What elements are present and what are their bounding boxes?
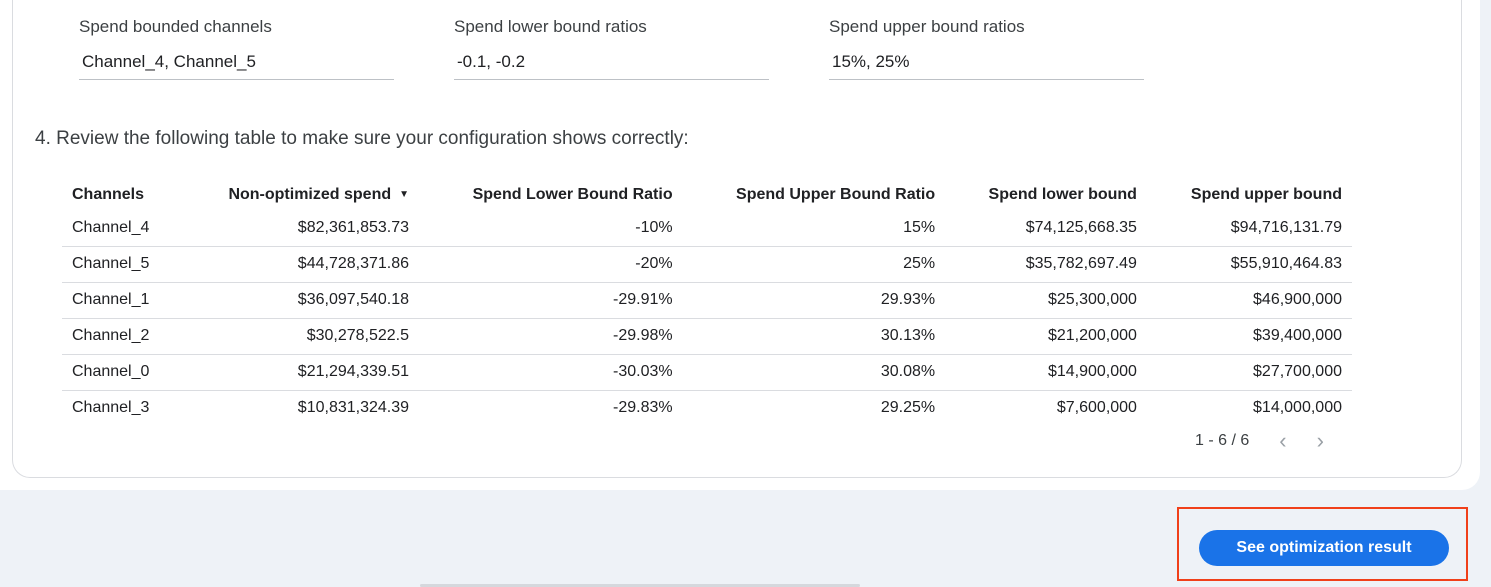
table-row: Channel_5 $44,728,371.86 -20% 25% $35,782,69… bbox=[62, 246, 1352, 283]
field-label: Spend bounded channels bbox=[79, 17, 272, 36]
header-label: Spend upper bound bbox=[1190, 186, 1342, 203]
header-label: Spend lower bound bbox=[988, 186, 1137, 203]
table-row: Channel_3 $10,831,324.39 -29.83% 29.25% $7,6… bbox=[62, 390, 1352, 426]
field-underline bbox=[454, 79, 769, 80]
table-cell: 29.25% bbox=[880, 399, 936, 417]
header-upper-ratio[interactable]: Spend Upper Bound Ratio bbox=[683, 180, 946, 210]
pagination-label: 1 - 6 / 6 bbox=[1195, 432, 1250, 449]
table-cell: 30.08% bbox=[682, 354, 946, 391]
field-label: Spend lower bound ratios bbox=[454, 17, 647, 36]
table-cell: -20% bbox=[419, 246, 683, 283]
table-cell: $44,728,371.86 bbox=[178, 246, 420, 283]
highlight-box bbox=[1177, 507, 1468, 581]
table-cell: Channel_4 bbox=[62, 210, 179, 247]
table-cell: $27,700,000 bbox=[1146, 354, 1352, 391]
table-cell: $36,097,540.18 bbox=[178, 282, 420, 319]
header-label: Channels bbox=[72, 186, 145, 203]
table-cell: -30.03% bbox=[419, 354, 683, 391]
table-cell: $46,900,000 bbox=[1146, 282, 1352, 319]
header-label: Non-optimized spend bbox=[228, 186, 392, 203]
table-cell: $25,300,000 bbox=[945, 282, 1147, 319]
table-cell: Channel_1 bbox=[62, 282, 179, 319]
field-value[interactable]: -0.1, -0.2 bbox=[457, 52, 526, 71]
table-cell: $35,782,697.49 bbox=[945, 246, 1147, 283]
step-instruction: 4. Review the following table to make su… bbox=[35, 128, 689, 149]
header-label: Spend Lower Bound Ratio bbox=[472, 186, 673, 203]
table-cell: $82,361,853.73 bbox=[178, 210, 420, 247]
see-optimization-result-button[interactable]: See optimization result bbox=[1199, 530, 1449, 566]
bottom-shadow bbox=[420, 584, 860, 587]
table-cell: $21,200,000 bbox=[945, 318, 1147, 355]
table-cell: -29.91% bbox=[419, 282, 683, 319]
pagination: 1 - 6 / 6 ‹ › bbox=[1195, 428, 1324, 454]
field-value[interactable]: 15%, 25% bbox=[832, 52, 910, 71]
table-cell: 25% bbox=[682, 246, 946, 283]
table-cell: Channel_3 bbox=[72, 399, 150, 417]
header-label: Spend Upper Bound Ratio bbox=[736, 186, 936, 203]
table-cell: -10% bbox=[419, 210, 683, 247]
table-cell: $7,600,000 bbox=[1056, 399, 1137, 417]
header-lower-bound[interactable]: Spend lower bound bbox=[945, 180, 1147, 210]
sort-descending-icon[interactable]: ▼ bbox=[399, 189, 410, 200]
table-cell: $55,910,464.83 bbox=[1146, 246, 1352, 283]
header-channels[interactable]: Channels bbox=[62, 180, 179, 210]
table-cell: 30.13% bbox=[682, 318, 946, 355]
table-cell: $10,831,324.39 bbox=[297, 399, 410, 417]
table-cell: $94,716,131.79 bbox=[1146, 210, 1352, 247]
table-cell: -29.98% bbox=[419, 318, 683, 355]
table-cell: Channel_2 bbox=[62, 318, 179, 355]
table-cell: 29.93% bbox=[682, 282, 946, 319]
chevron-left-icon[interactable]: ‹ bbox=[1279, 428, 1287, 453]
field-underline bbox=[79, 79, 394, 80]
table-row: Channel_0 $21,294,339.51 -30.03% 30.08% $14,… bbox=[62, 354, 1352, 391]
table-cell: -29.83% bbox=[613, 399, 673, 417]
table-cell: $14,900,000 bbox=[945, 354, 1147, 391]
table-row: Channel_4 $82,361,853.73 -10% 15% $74,125,66… bbox=[62, 210, 1352, 247]
table-row: Channel_2 $30,278,522.5 -29.98% 30.13% $21,2… bbox=[62, 318, 1352, 355]
header-lower-ratio[interactable]: Spend Lower Bound Ratio bbox=[419, 180, 683, 210]
table-cell: $30,278,522.5 bbox=[178, 318, 420, 355]
table-cell: Channel_5 bbox=[62, 246, 179, 283]
table-cell: $39,400,000 bbox=[1146, 318, 1352, 355]
table-cell: $21,294,339.51 bbox=[178, 354, 420, 391]
field-label: Spend upper bound ratios bbox=[829, 17, 1025, 36]
table-cell: Channel_0 bbox=[62, 354, 179, 391]
table-row: Channel_1 $36,097,540.18 -29.91% 29.93% $25,… bbox=[62, 282, 1352, 319]
header-non-optimized-spend[interactable]: Non-optimized spend ▼ bbox=[179, 180, 419, 210]
header-upper-bound[interactable]: Spend upper bound bbox=[1147, 180, 1352, 210]
field-value[interactable]: Channel_4, Channel_5 bbox=[82, 52, 256, 71]
table-cell: $14,000,000 bbox=[1253, 399, 1342, 417]
table-cell: $74,125,668.35 bbox=[945, 210, 1147, 247]
config-table: Channels Non-optimized spend ▼ Spend Lowe… bbox=[62, 180, 1352, 426]
field-underline bbox=[829, 79, 1144, 80]
table-cell: 15% bbox=[682, 210, 946, 247]
chevron-right-icon[interactable]: › bbox=[1316, 428, 1324, 453]
